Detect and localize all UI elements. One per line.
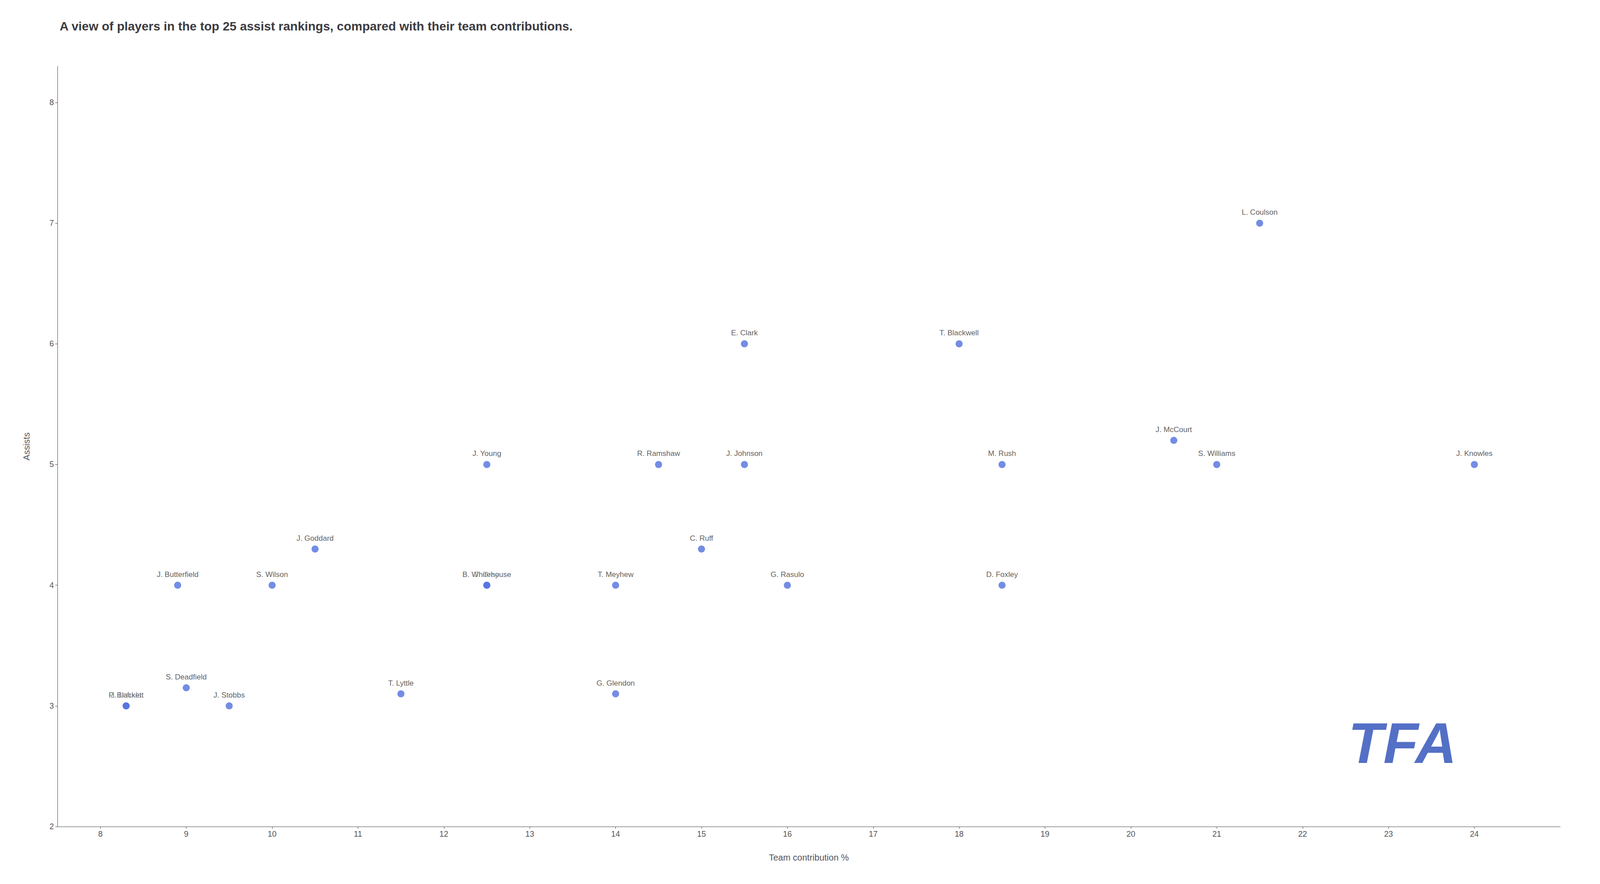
svg-text:8: 8 <box>98 829 103 839</box>
svg-text:E. Clark: E. Clark <box>731 328 759 338</box>
svg-text:11: 11 <box>353 829 363 839</box>
svg-text:M. Rush: M. Rush <box>988 449 1017 458</box>
svg-text:L. Coulson: L. Coulson <box>1241 208 1278 217</box>
svg-text:A view of players in the top 2: A view of players in the top 25 assist r… <box>59 19 573 34</box>
svg-text:12: 12 <box>439 829 449 839</box>
svg-text:T. Meyhew: T. Meyhew <box>597 570 634 579</box>
svg-text:13: 13 <box>525 829 535 839</box>
svg-text:T. Blackwell: T. Blackwell <box>939 328 979 338</box>
svg-text:J. Knowles: J. Knowles <box>1455 449 1493 458</box>
svg-text:P. Blackett: P. Blackett <box>108 690 144 700</box>
svg-text:5: 5 <box>49 459 54 469</box>
svg-text:9: 9 <box>184 829 189 839</box>
svg-text:TFA: TFA <box>1348 710 1457 776</box>
svg-text:S. Williams: S. Williams <box>1198 449 1236 458</box>
svg-text:J. Goddard: J. Goddard <box>296 534 334 543</box>
svg-text:16: 16 <box>782 829 792 839</box>
svg-text:15: 15 <box>697 829 706 839</box>
svg-text:22: 22 <box>1298 829 1308 839</box>
svg-text:14: 14 <box>611 829 621 839</box>
svg-text:J. McCourt: J. McCourt <box>1155 425 1192 434</box>
svg-text:G. Glendon: G. Glendon <box>596 678 635 688</box>
svg-text:3: 3 <box>49 701 54 711</box>
svg-text:C. Ruff: C. Ruff <box>690 534 714 543</box>
svg-text:S. Wilson: S. Wilson <box>256 570 289 579</box>
svg-text:17: 17 <box>868 829 878 839</box>
svg-text:Team contribution %: Team contribution % <box>768 852 849 863</box>
svg-text:20: 20 <box>1126 829 1136 839</box>
svg-text:D. Foxley: D. Foxley <box>986 570 1019 579</box>
svg-text:J. Butterfield: J. Butterfield <box>156 570 199 579</box>
svg-text:23: 23 <box>1383 829 1393 839</box>
svg-text:R. Ramshaw: R. Ramshaw <box>636 449 681 458</box>
svg-text:6: 6 <box>49 339 54 349</box>
svg-text:10: 10 <box>267 829 277 839</box>
svg-text:B. Whitehouse: B. Whitehouse <box>462 570 512 579</box>
svg-text:Assists: Assists <box>21 432 32 461</box>
svg-text:24: 24 <box>1470 829 1479 839</box>
svg-text:8: 8 <box>49 98 54 107</box>
svg-text:J. Johnson: J. Johnson <box>726 449 763 458</box>
svg-text:T. Lyttle: T. Lyttle <box>388 678 414 688</box>
svg-text:18: 18 <box>954 829 964 839</box>
svg-text:S. Deadfield: S. Deadfield <box>165 672 207 682</box>
svg-text:4: 4 <box>49 580 54 590</box>
svg-text:J. Young: J. Young <box>472 449 501 458</box>
svg-text:G. Rasulo: G. Rasulo <box>770 570 805 579</box>
svg-text:2: 2 <box>49 822 54 831</box>
svg-text:19: 19 <box>1040 829 1050 839</box>
svg-text:21: 21 <box>1212 829 1221 839</box>
svg-text:7: 7 <box>49 218 54 228</box>
svg-text:J. Stobbs: J. Stobbs <box>213 690 245 700</box>
